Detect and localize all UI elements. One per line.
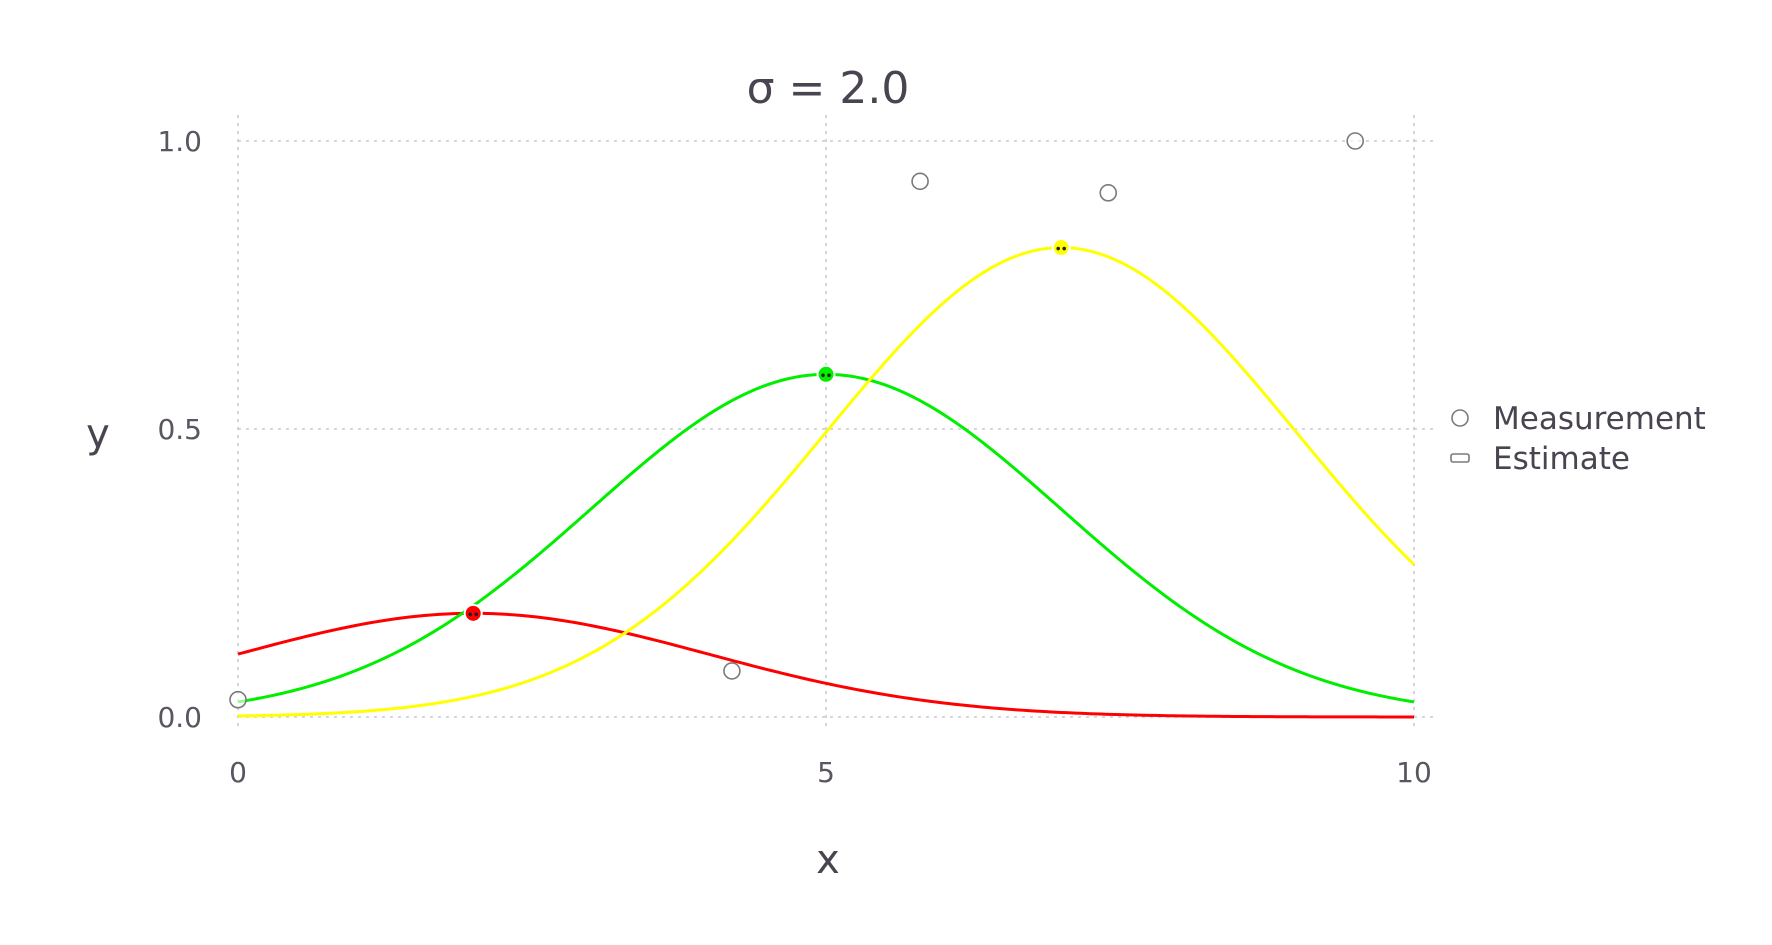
x-tick-label: 5 [817, 756, 835, 789]
estimate-point [1051, 238, 1071, 258]
estimate-marker [463, 603, 483, 623]
estimate-marker [816, 364, 836, 384]
grid [237, 115, 1438, 731]
measurement-point [723, 662, 741, 680]
estimate-marker [1051, 238, 1071, 258]
measurement-point [1099, 184, 1118, 202]
legend-measurement-label: Measurement [1493, 401, 1706, 437]
y-tick-label: 0.0 [157, 701, 202, 734]
estimate-dot [827, 373, 831, 378]
estimate-points [463, 238, 1071, 623]
measurement-point [229, 690, 247, 709]
measurement-point [911, 172, 929, 191]
estimate-curve [237, 246, 1416, 718]
estimate-point [463, 603, 483, 623]
y-tick-label: 1.0 [157, 125, 202, 158]
tick-labels: 0.0 0.5 1.0 0 5 10 [157, 125, 1431, 789]
estimate-dot [821, 373, 825, 378]
estimate-curve [237, 611, 1415, 719]
estimate-dot [1056, 246, 1060, 251]
x-axis-label: x [816, 837, 840, 883]
measurement-point [1346, 132, 1364, 150]
measurement-points [229, 132, 1364, 709]
y-axis-label: y [86, 411, 110, 457]
estimate-point [816, 364, 836, 384]
legend-estimate-marker [1450, 453, 1470, 463]
estimate-dot [1062, 246, 1066, 251]
estimate-dot [468, 612, 473, 617]
y-tick-label: 0.5 [157, 413, 202, 446]
legend: Measurement Estimate [1450, 401, 1706, 477]
x-tick-label: 0 [229, 756, 247, 789]
legend-estimate-label: Estimate [1493, 441, 1630, 477]
chart-title: σ = 2.0 [747, 63, 910, 114]
estimate-dot [474, 612, 479, 617]
x-tick-label: 10 [1396, 756, 1432, 789]
legend-measurement-marker [1451, 409, 1469, 427]
